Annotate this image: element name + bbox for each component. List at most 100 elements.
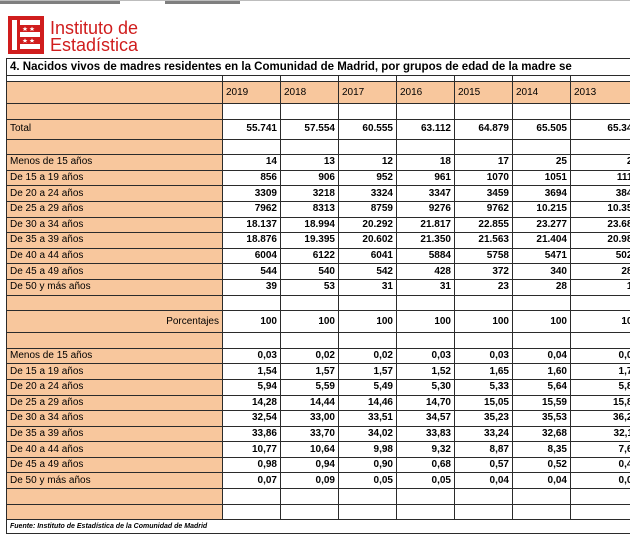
cell-value: 55.741: [222, 118, 281, 140]
cell-value: 9762: [454, 200, 513, 218]
cell-value: 0,57: [454, 456, 513, 474]
cell-value: 3324: [338, 185, 397, 202]
cell-value: 8313: [280, 200, 339, 218]
cell-value: 0,02: [280, 347, 339, 365]
cell-value: 15,85: [570, 394, 630, 412]
percent-row: De 15 a 19 años 1,54 1,57 1,57 1,52 1,65 1,60 1…: [6, 363, 630, 380]
cell-value: 36,25: [570, 410, 630, 427]
cell-value: 5,64: [512, 378, 571, 396]
cell-value: 10,77: [222, 441, 281, 458]
cell-value: 5024: [570, 247, 630, 265]
cell-value: 8759: [338, 200, 397, 218]
cell-value: 6122: [280, 247, 339, 265]
cell-value: 10.215: [512, 200, 571, 218]
top-border: [0, 0, 630, 4]
blank-row: [6, 503, 630, 521]
cell-value: 33,70: [280, 425, 339, 443]
cell-value: 17: [570, 278, 630, 296]
cell-value: 100: [570, 310, 630, 334]
cell-value: 5,59: [280, 378, 339, 396]
row-label: De 20 a 24 años: [6, 185, 223, 202]
cell-value: 32,11: [570, 425, 630, 443]
cell-value: 14,44: [280, 394, 339, 412]
row-label: De 25 a 29 años: [6, 200, 223, 218]
row-label: De 35 a 39 años: [6, 425, 223, 443]
percent-row: De 20 a 24 años 5,94 5,59 5,49 5,30 5,33 5,64 5…: [6, 378, 630, 396]
blank-row: [6, 294, 630, 312]
cell-value: 428: [396, 263, 455, 280]
year-header-2019: 2019: [222, 81, 281, 104]
percent-row: De 35 a 39 años 33,86 33,70 34,02 33,83 33,24…: [6, 425, 630, 443]
cell-value: 21.404: [512, 232, 571, 249]
cell-value: 8,35: [512, 441, 571, 458]
cell-value: 15,05: [454, 394, 513, 412]
cell-value: 906: [280, 169, 339, 187]
cell-value: 14,46: [338, 394, 397, 412]
cell-value: 57.554: [280, 118, 339, 140]
cell-value: 540: [280, 263, 339, 280]
percent-row: De 25 a 29 años 14,28 14,44 14,46 14,70 15,05…: [6, 394, 630, 412]
cell-value: 17: [454, 154, 513, 171]
cell-value: 961: [396, 169, 455, 187]
year-header-2016: 2016: [396, 81, 455, 104]
cell-value: 0,04: [512, 347, 571, 365]
top-border-segment: [0, 1, 120, 4]
row-label: De 20 a 24 años: [6, 378, 223, 396]
year-header-2015: 2015: [454, 81, 513, 104]
spreadsheet: 4. Nacidos vivos de madres residentes en…: [6, 58, 630, 536]
year-header-2017: 2017: [338, 81, 397, 104]
blank-row: [6, 488, 630, 505]
cell-value: 1,57: [280, 363, 339, 380]
cell-value: 0,04: [512, 472, 571, 490]
year-header-2018: 2018: [280, 81, 339, 104]
footnote-row: Fuente: Instituto de Estadística de la C…: [6, 519, 630, 535]
cell-value: 0,04: [570, 347, 630, 365]
cell-value: 65.343: [570, 118, 630, 140]
header-corner: [6, 81, 223, 104]
cell-value: 3347: [396, 185, 455, 202]
cell-value: 13: [280, 154, 339, 171]
total-row: Total 55.741 57.554 60.555 63.112 64.879 65.50…: [6, 118, 630, 140]
cell-value: 1,57: [338, 363, 397, 380]
title-row: 4. Nacidos vivos de madres residentes en…: [6, 58, 630, 76]
cell-value: 9,98: [338, 441, 397, 458]
cell-value: 5,30: [396, 378, 455, 396]
cell-value: 64.879: [454, 118, 513, 140]
row-label: De 30 a 34 años: [6, 410, 223, 427]
year-header-row: 2019 2018 2017 2016 2015 2014 2013: [6, 81, 630, 104]
cell-value: 1,65: [454, 363, 513, 380]
header: Instituto de Estadística: [8, 16, 628, 62]
cell-value: 60.555: [338, 118, 397, 140]
cell-value: 31: [396, 278, 455, 296]
table-title: 4. Nacidos vivos de madres residentes en…: [6, 58, 630, 76]
cell-value: 5471: [512, 247, 571, 265]
cell-value: 289: [570, 263, 630, 280]
cell-value: 9276: [396, 200, 455, 218]
cell-value: 21.563: [454, 232, 513, 249]
cell-value: 1,54: [222, 363, 281, 380]
row-label: De 40 a 44 años: [6, 441, 223, 458]
institute-name: Instituto de Estadística: [50, 19, 138, 54]
cell-value: 21.817: [396, 216, 455, 234]
cell-value: 33,00: [280, 410, 339, 427]
cell-value: 33,83: [396, 425, 455, 443]
year-header-2013: 2013: [570, 81, 630, 104]
cell-value: 5,89: [570, 378, 630, 396]
cell-value: 8,87: [454, 441, 513, 458]
cell-value: 5,94: [222, 378, 281, 396]
row-label: De 35 a 39 años: [6, 232, 223, 249]
cell-value: 1119: [570, 169, 630, 187]
cell-value: 544: [222, 263, 281, 280]
cell-value: 0,44: [570, 456, 630, 474]
cell-value: 9,32: [396, 441, 455, 458]
cell-value: 0,98: [222, 456, 281, 474]
cell-value: 31: [338, 278, 397, 296]
cell-value: 0,94: [280, 456, 339, 474]
cell-value: 5,33: [454, 378, 513, 396]
age-group-row: De 30 a 34 años 18.137 18.994 20.292 21.817 2…: [6, 216, 630, 234]
cell-value: 22.855: [454, 216, 513, 234]
cell-value: 6041: [338, 247, 397, 265]
cell-value: 3694: [512, 185, 571, 202]
cell-value: 7962: [222, 200, 281, 218]
cell-value: 14: [222, 154, 281, 171]
